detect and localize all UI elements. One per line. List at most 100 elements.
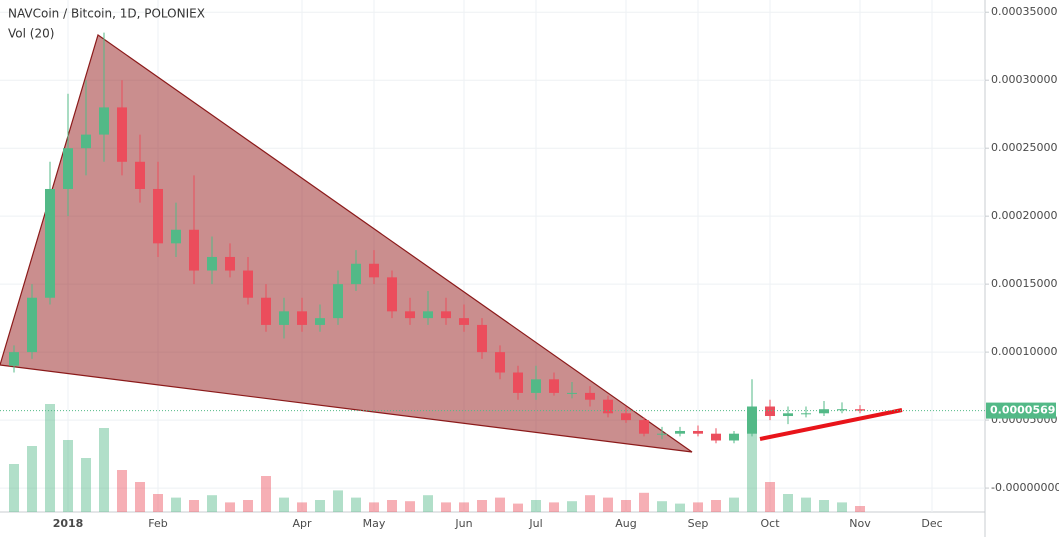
volume-bar <box>621 500 631 512</box>
candle-body <box>567 392 577 394</box>
candle-body <box>117 107 127 162</box>
volume-bar <box>495 497 505 512</box>
volume-bar <box>837 502 847 512</box>
y-tick-label: -0.00000000 <box>991 481 1059 494</box>
volume-bar <box>405 501 415 512</box>
candle-body <box>837 409 847 411</box>
candle-body <box>171 229 181 244</box>
volume-bar <box>81 458 91 512</box>
volume-bar <box>9 464 19 512</box>
candle-body <box>27 297 37 353</box>
candle-body <box>477 324 487 353</box>
candle-body <box>765 406 775 417</box>
y-tick-label: 0.00015000 <box>991 277 1057 290</box>
volume-bar <box>765 482 775 512</box>
volume-bar <box>297 502 307 512</box>
candle-body <box>63 148 73 189</box>
candle-body <box>675 430 685 434</box>
volume-bar <box>171 497 181 512</box>
volume-bar <box>675 503 685 512</box>
volume-bar <box>279 497 289 512</box>
x-tick-label: 2018 <box>53 517 84 530</box>
volume-bar <box>477 500 487 512</box>
candles <box>9 32 865 444</box>
volume-bar <box>531 500 541 512</box>
x-tick-label: May <box>363 517 386 530</box>
volume-bar <box>729 497 739 512</box>
candle-body <box>153 188 163 244</box>
volume-bar <box>657 501 667 512</box>
volume-bar <box>567 501 577 512</box>
volume-bar <box>441 502 451 512</box>
x-tick-label: Aug <box>615 517 636 530</box>
x-tick-label: Feb <box>148 517 167 530</box>
volume-bar <box>315 500 325 512</box>
candle-body <box>423 311 433 319</box>
candle-body <box>729 433 739 441</box>
volume-bar <box>711 500 721 512</box>
candle-body <box>495 352 505 373</box>
candle-body <box>81 134 91 149</box>
volume-bar <box>189 500 199 512</box>
volume-bar <box>603 497 613 512</box>
candle-body <box>441 311 451 319</box>
candle-body <box>369 263 379 278</box>
volume-bar <box>153 494 163 512</box>
y-tick-label: 0.00010000 <box>991 345 1057 358</box>
candle-body <box>711 433 721 441</box>
volume-bar <box>45 404 55 512</box>
candle-body <box>297 311 307 325</box>
last-price-label: 0.00005699 <box>990 404 1059 417</box>
candle-body <box>99 107 109 135</box>
candle-body <box>621 413 631 421</box>
candle-body <box>855 409 865 411</box>
volume-bar <box>369 502 379 512</box>
candle-body <box>639 420 649 434</box>
candle-body <box>819 409 829 414</box>
trend-line <box>759 408 903 441</box>
candle-body <box>315 318 325 325</box>
x-tick-label: Jun <box>454 517 472 530</box>
volume-bar <box>225 502 235 512</box>
candle-body <box>531 379 541 393</box>
volume-bar <box>693 502 703 512</box>
volume-bar <box>135 482 145 512</box>
x-tick-label: Sep <box>688 517 709 530</box>
y-tick-label: 0.00020000 <box>991 209 1057 222</box>
candle-body <box>549 379 559 393</box>
volume-bar <box>513 503 523 512</box>
volume-bar <box>351 497 361 512</box>
last-price-box <box>986 402 1056 419</box>
volume-bar <box>639 492 649 512</box>
candle-body <box>261 297 271 325</box>
candle-body <box>135 161 145 189</box>
candle-body <box>207 256 217 271</box>
candle-body <box>657 433 667 435</box>
chart-title: NAVCoin / Bitcoin, 1D, POLONIEX <box>8 7 205 21</box>
volume-bar <box>801 497 811 512</box>
candle-body <box>189 229 199 271</box>
volume-bar <box>387 500 397 512</box>
volume-bar <box>207 495 217 512</box>
volume-bar <box>333 490 343 512</box>
candle-body <box>279 311 289 325</box>
candle-body <box>333 284 343 319</box>
volume-bar <box>855 506 865 512</box>
candle-body <box>783 413 793 417</box>
candle-body <box>225 256 235 271</box>
volume-bar <box>783 494 793 512</box>
x-tick-label: Jul <box>528 517 542 530</box>
volume-bar <box>117 470 127 512</box>
candle-body <box>243 270 253 298</box>
volume-label: Vol (20) <box>8 27 54 41</box>
volume-bar <box>27 446 37 512</box>
candle-body <box>9 352 19 366</box>
volume-bar <box>549 502 559 512</box>
x-tick-label: Oct <box>760 517 780 530</box>
volume-bar <box>747 422 757 512</box>
candle-body <box>45 188 55 298</box>
volume-bar <box>459 502 469 512</box>
candle-body <box>459 318 469 325</box>
candle-body <box>585 392 595 400</box>
